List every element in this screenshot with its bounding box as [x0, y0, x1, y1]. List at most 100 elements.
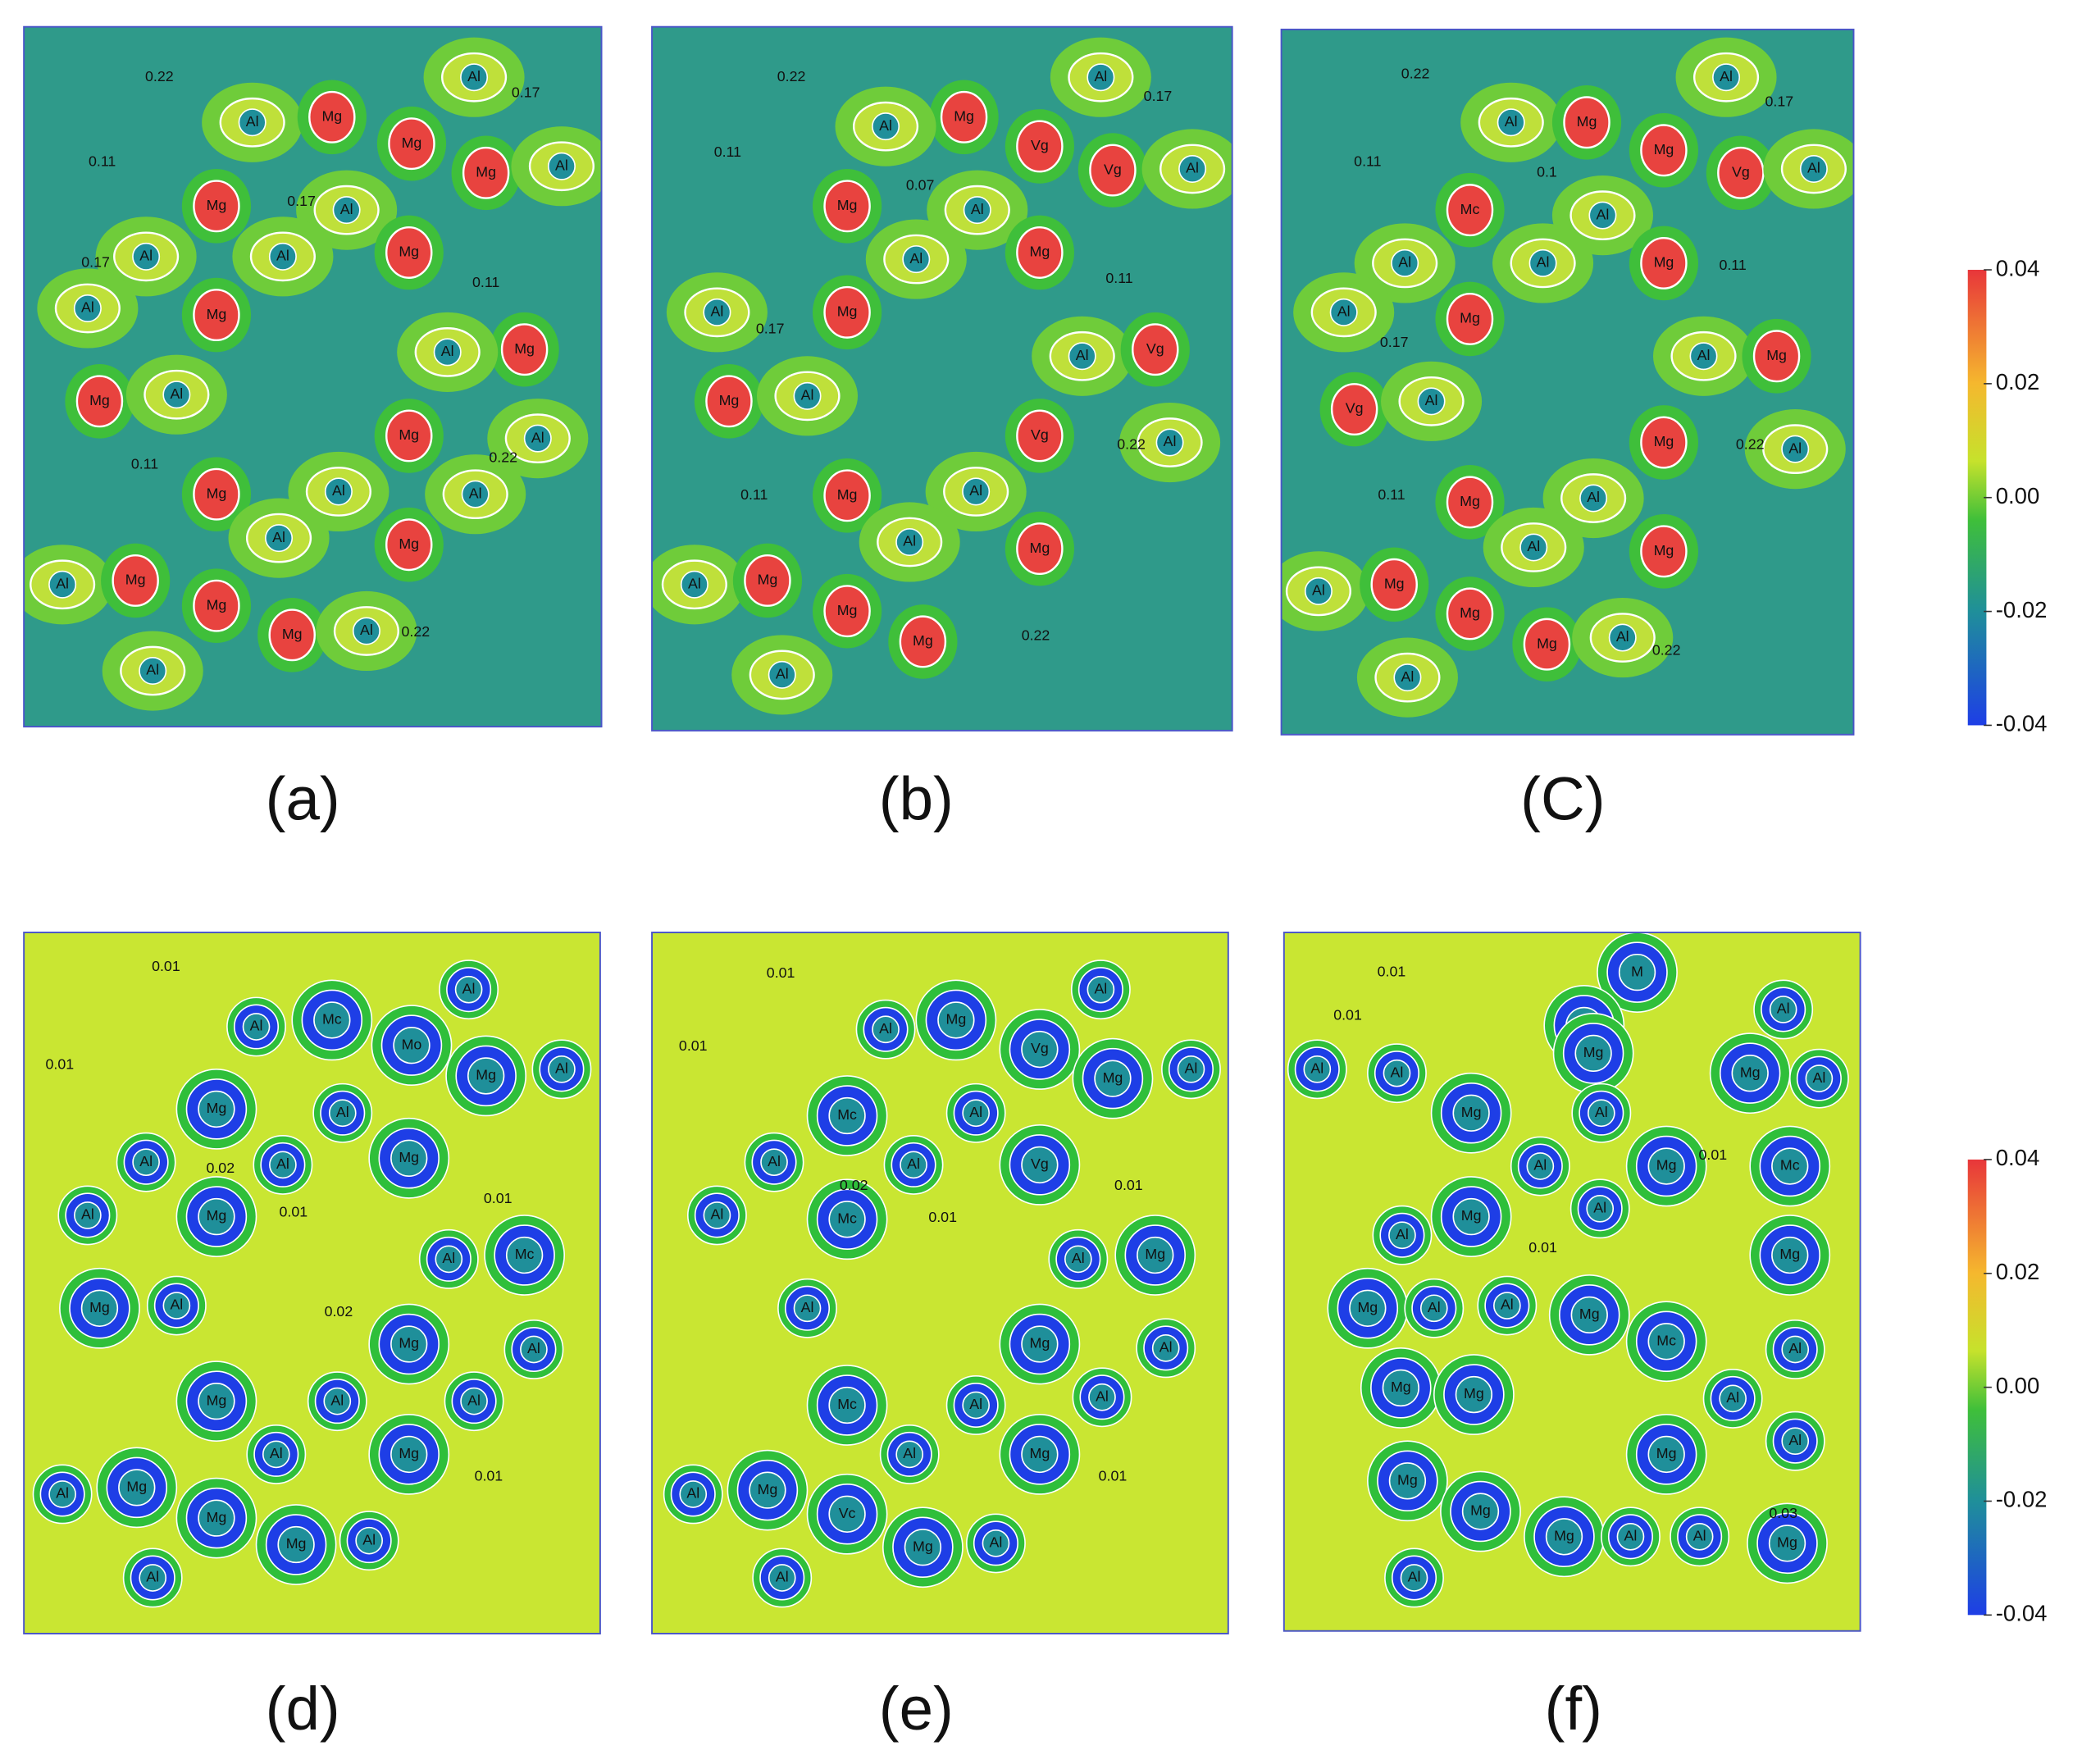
- atom-label: Al: [555, 157, 568, 173]
- mg-atom: [1446, 292, 1494, 345]
- mg-atom: [823, 285, 871, 339]
- al-atom: [1155, 428, 1184, 457]
- atom-core: [962, 1391, 990, 1420]
- al-atom: [793, 381, 822, 410]
- mg-atom: [1523, 618, 1571, 671]
- mg-atom: [75, 375, 124, 428]
- atom-label: Mg: [399, 1149, 419, 1165]
- atom-label: Al: [1501, 1297, 1514, 1313]
- atom-core: [1781, 1427, 1810, 1456]
- atom-core: [749, 1471, 786, 1509]
- atom-label: Al: [527, 1340, 540, 1356]
- atom-core: [982, 1529, 1010, 1557]
- atom-label: Al: [1398, 254, 1411, 271]
- atom-label: Al: [1726, 1389, 1739, 1406]
- panel-border: [23, 25, 603, 728]
- atom-label: Al: [56, 1485, 69, 1502]
- atom-label: Al: [330, 1392, 344, 1408]
- mg-atom: [385, 409, 433, 463]
- contour-label: 0.11: [1354, 153, 1381, 170]
- panel-border: [1280, 28, 1855, 736]
- contour-label: 0.17: [512, 84, 540, 100]
- atom-label: Mg: [1461, 1104, 1482, 1120]
- atom-label: Al: [442, 1250, 455, 1266]
- atom-label: Al: [462, 980, 476, 996]
- contour-label: 0.22: [777, 68, 806, 84]
- map: Mg Al Al Vg Vg Al Mg Al Al Mg Al Mg Al Vg Mg Al Vg Al Mg Al…: [652, 26, 1232, 731]
- contour-label: 0.03: [1769, 1505, 1797, 1521]
- colorbar-tick-label: 0.02: [1996, 369, 2040, 394]
- al-atom: [268, 242, 297, 271]
- panel-label: (C): [1520, 765, 1605, 833]
- atom-core: [760, 1148, 788, 1177]
- mg-atom: [1717, 146, 1765, 199]
- atom-label: Al: [531, 429, 544, 445]
- atom-label: Mg: [946, 1011, 967, 1028]
- atom-core: [1771, 1236, 1809, 1274]
- al-atom: [1304, 577, 1333, 605]
- atom-label: Mg: [1777, 1534, 1797, 1551]
- atom-label: Mg: [1397, 1471, 1418, 1488]
- atom-core: [1087, 975, 1115, 1004]
- colorbar-tick-label: -0.02: [1996, 1487, 2048, 1512]
- panel: M Mg Al Mg Al Al Mg Al Mg Al Al Mg Mc Al Mg Al Mg Mg Al Al M…: [1282, 932, 1861, 1632]
- atom-core: [74, 1201, 102, 1229]
- contour-label: 0.01: [484, 1190, 513, 1206]
- atom-label: Al: [1693, 1527, 1706, 1543]
- panel-border: [651, 932, 1229, 1634]
- atom-core: [132, 1148, 160, 1177]
- atom-core: [435, 1245, 463, 1274]
- atom-label: Mg: [1656, 1157, 1677, 1174]
- atom-label: Al: [467, 1392, 481, 1408]
- contour-label: 0.01: [152, 958, 180, 974]
- atom-label: Al: [1337, 303, 1351, 320]
- atom-label: Vg: [1104, 161, 1122, 177]
- colorbar-tick-label: -0.04: [1996, 1601, 2048, 1626]
- atom-label: Mg: [399, 536, 419, 552]
- atom-label: Al: [362, 1531, 376, 1547]
- atom-label: Al: [139, 1153, 153, 1169]
- al-atom: [523, 424, 552, 453]
- atom-label: Mg: [207, 485, 227, 501]
- atom-label: Mg: [1654, 141, 1674, 157]
- panel-label: (e): [879, 1675, 954, 1743]
- atom-label: Al: [776, 666, 789, 682]
- contour-label: 0.11: [89, 153, 116, 170]
- atom-core: [1685, 1522, 1714, 1551]
- atom-label: Mg: [758, 572, 778, 588]
- al-atom: [324, 477, 353, 506]
- mg-atom: [1640, 525, 1688, 578]
- mg-atom: [462, 146, 510, 199]
- al-atom: [1068, 342, 1096, 371]
- atom-core: [962, 1099, 990, 1128]
- atom-label: Al: [1595, 1104, 1608, 1120]
- atom-label: Mg: [514, 340, 535, 357]
- atom-core: [1303, 1055, 1332, 1083]
- atom-label: Mg: [1460, 310, 1480, 326]
- atom-label: Mg: [399, 244, 419, 260]
- mg-atom: [1016, 226, 1064, 279]
- al-atom: [1528, 248, 1557, 277]
- atom-core: [198, 1499, 235, 1537]
- al-atom: [1329, 298, 1358, 326]
- al-atom: [1497, 108, 1525, 137]
- atom-label: Mc: [322, 1011, 342, 1028]
- mg-atom: [1330, 383, 1378, 436]
- atom-core: [269, 1151, 297, 1179]
- al-atom: [768, 660, 796, 689]
- atom-label: M: [1631, 963, 1643, 979]
- atom-core: [262, 1440, 290, 1469]
- atom-core: [904, 1529, 942, 1566]
- atom-label: Mo: [402, 1036, 422, 1052]
- atom-label: Al: [1812, 1069, 1825, 1086]
- atom-core: [679, 1480, 708, 1508]
- atom-label: Mg: [1577, 113, 1597, 130]
- atom-label: Mc: [837, 1106, 857, 1123]
- al-atom: [1799, 154, 1828, 183]
- atom-label: Mg: [282, 626, 303, 642]
- mg-atom: [388, 117, 435, 171]
- atom-core: [768, 1564, 796, 1592]
- atom-label: Mg: [913, 1538, 933, 1554]
- atom-label: Mg: [476, 164, 496, 180]
